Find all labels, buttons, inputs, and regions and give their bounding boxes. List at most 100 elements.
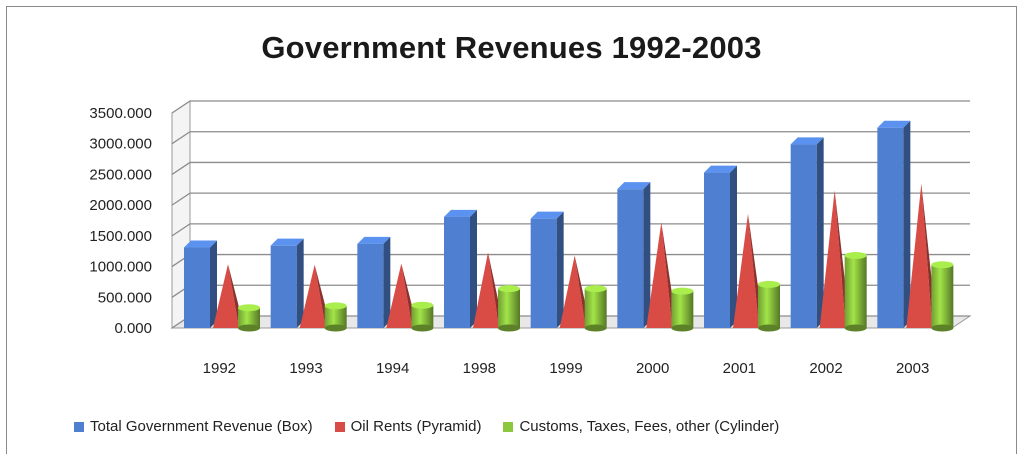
bar-pyramid	[299, 264, 326, 328]
chart-title: Government Revenues 1992-2003	[261, 30, 762, 65]
y-tick-label: 1000.000	[89, 259, 152, 276]
y-tick-label: 1500.000	[89, 228, 152, 245]
gridline	[171, 192, 970, 206]
bar-cylinder-top	[238, 304, 260, 312]
bar-box	[270, 245, 297, 328]
y-tick-label: 3500.000	[89, 105, 152, 122]
bar-box-top	[270, 238, 304, 246]
y-tick-label: 2000.000	[89, 197, 152, 214]
bar-box-top	[530, 211, 564, 219]
legend-label: Oil Rents (Pyramid)	[350, 418, 482, 435]
bar-cylinder	[844, 255, 867, 328]
bar-cylinder-base	[324, 324, 347, 332]
bar-cylinder	[931, 264, 954, 328]
bar-pyramid	[473, 252, 499, 328]
x-tick-label: 1993	[289, 360, 322, 377]
x-tick-label: 1992	[203, 360, 236, 377]
bar-box	[444, 216, 470, 328]
y-axis-ticks: 0.000 500.000 1000.000 1500.000 2000.000 2500…	[89, 105, 152, 337]
bar-box-top	[790, 137, 824, 145]
bar-cylinder	[584, 288, 607, 328]
x-tick-label: 2000	[636, 360, 669, 377]
bar-box-side	[470, 209, 477, 328]
bar-box-top	[877, 120, 911, 128]
bar-box-top	[357, 236, 391, 244]
bar-pyramid	[386, 263, 413, 328]
x-tick-label: 1998	[463, 360, 496, 377]
bar-box-top	[184, 240, 217, 248]
gridline	[171, 100, 970, 114]
bar-cylinder-top	[498, 285, 520, 293]
bar-cylinder	[498, 288, 520, 328]
bar-pyramid	[819, 190, 846, 328]
bar-cylinder-base	[758, 324, 780, 332]
bar-cylinder	[324, 305, 347, 328]
bar-cylinder-base	[498, 324, 520, 332]
bar-cylinder-top	[584, 285, 607, 293]
bar-box	[790, 144, 817, 328]
bar-cylinder-base	[844, 324, 867, 332]
bar-box-top	[444, 209, 477, 217]
bar-box	[877, 127, 904, 328]
bar-cylinder	[758, 284, 780, 328]
bar-pyramid	[733, 213, 759, 328]
x-tick-label: 2003	[896, 360, 929, 377]
bar-cylinder-base	[931, 324, 954, 332]
bar-box	[357, 243, 384, 328]
bar-cylinder-base	[238, 324, 260, 332]
legend-swatch	[334, 421, 345, 432]
bar-cylinder-base	[671, 324, 694, 332]
bar-cylinder	[238, 307, 260, 328]
x-tick-label: 1994	[376, 360, 409, 377]
bar-cylinder-base	[584, 324, 607, 332]
bars	[184, 120, 954, 332]
bar-box-top	[704, 165, 737, 173]
legend-swatch	[503, 421, 514, 432]
legend-item: Total Government Revenue (Box)	[74, 418, 313, 435]
bar-box	[530, 218, 557, 328]
bar-box	[617, 189, 644, 328]
y-tick-label: 500.000	[98, 289, 152, 306]
legend: Total Government Revenue (Box) Oil Rents …	[74, 418, 974, 435]
y-tick-label: 2500.000	[89, 166, 152, 183]
legend-item: Oil Rents (Pyramid)	[334, 418, 482, 435]
bar-cylinder-top	[671, 287, 694, 295]
bar-box-side	[296, 238, 304, 328]
bar-cylinder	[671, 291, 694, 328]
bar-box-side	[210, 240, 217, 328]
bar-box-side	[730, 165, 737, 328]
gridline	[171, 131, 970, 145]
gridline	[171, 223, 970, 237]
bar-box-side	[643, 182, 651, 328]
bar-box-top	[617, 182, 651, 190]
bar-cylinder-top	[931, 261, 954, 269]
bar-box-side	[903, 120, 911, 328]
bar-pyramid	[646, 222, 673, 328]
x-tick-label: 2001	[723, 360, 756, 377]
x-axis-ticks: 1992 1993 1994 1998 1999 2000 2001 2002 2003	[203, 360, 930, 377]
y-tick-label: 0.000	[114, 320, 152, 337]
legend-label: Customs, Taxes, Fees, other (Cylinder)	[519, 418, 780, 435]
bar-cylinder-base	[411, 324, 434, 332]
bar-cylinder-top	[844, 252, 867, 260]
x-tick-label: 1999	[549, 360, 582, 377]
bar-box-side	[556, 211, 564, 328]
bar-pyramid	[213, 264, 239, 328]
bar-box-side	[816, 137, 824, 328]
x-tick-label: 2002	[809, 360, 842, 377]
legend-item: Customs, Taxes, Fees, other (Cylinder)	[503, 418, 779, 435]
chart-plot: 0.000 500.000 1000.000 1500.000 2000.000 2500…	[89, 100, 972, 377]
bar-pyramid	[559, 255, 586, 328]
bar-box	[184, 247, 210, 328]
legend-label: Total Government Revenue (Box)	[90, 418, 313, 435]
bar-pyramid	[906, 183, 933, 328]
gridline	[171, 161, 970, 175]
bar-cylinder	[411, 305, 434, 328]
bar-box	[704, 172, 730, 328]
bar-cylinder-top	[324, 302, 347, 310]
bar-cylinder-top	[758, 280, 780, 288]
y-tick-label: 3000.000	[89, 136, 152, 153]
legend-swatch	[74, 421, 84, 432]
bar-cylinder-top	[411, 301, 434, 309]
bar-box-side	[383, 236, 391, 328]
